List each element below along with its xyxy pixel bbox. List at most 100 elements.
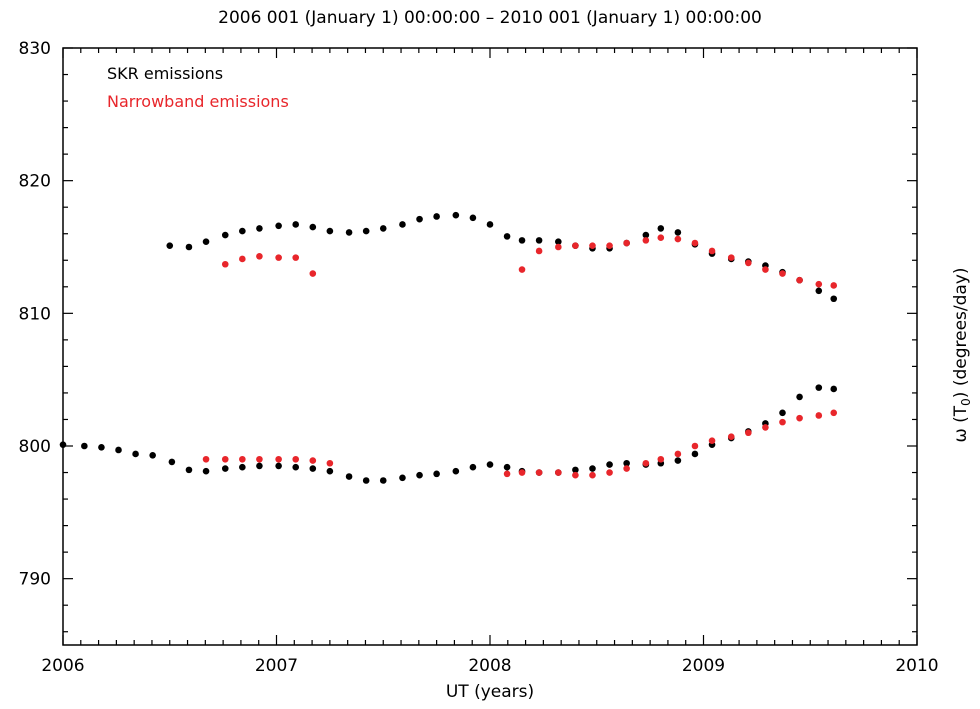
data-point <box>166 242 174 249</box>
data-point <box>623 239 630 247</box>
data-point <box>399 474 406 482</box>
y-axis-label-subscript: 0 <box>959 398 973 406</box>
data-point <box>416 471 423 479</box>
data-point <box>606 461 613 468</box>
data-point <box>674 450 682 458</box>
data-point <box>202 455 210 463</box>
data-point <box>762 266 769 273</box>
data-point <box>486 221 494 228</box>
data-point <box>239 227 246 235</box>
data-point <box>589 471 596 479</box>
data-point <box>239 455 246 463</box>
y-axis-label-prefix: ω (T <box>951 405 971 442</box>
data-point <box>623 465 630 472</box>
x-tick-label: 2010 <box>895 656 938 676</box>
data-point <box>745 259 752 267</box>
data-point <box>555 469 562 476</box>
data-point <box>292 455 300 463</box>
y-axis-label-suffix: ) (degrees/day) <box>951 267 971 398</box>
data-point <box>256 252 263 260</box>
data-point <box>202 467 210 475</box>
data-point <box>572 466 579 474</box>
data-point <box>452 467 460 475</box>
data-point <box>830 282 838 289</box>
data-point <box>379 225 387 232</box>
data-point <box>433 213 440 220</box>
data-point <box>486 461 494 468</box>
x-tick-label: 2009 <box>682 656 725 676</box>
data-point <box>379 477 387 484</box>
y-tick-label: 820 <box>19 172 51 192</box>
data-point <box>503 233 511 240</box>
data-point <box>572 242 579 249</box>
data-point <box>779 418 786 426</box>
data-point <box>185 243 193 251</box>
y-tick-label: 790 <box>19 570 51 590</box>
data-point <box>416 215 423 223</box>
data-point <box>691 450 699 458</box>
y-axis-label: ω (T0) (degrees/day) <box>951 267 973 442</box>
data-point <box>815 384 823 391</box>
series-layer <box>59 211 838 484</box>
data-point <box>239 255 246 263</box>
data-point <box>81 442 88 450</box>
data-point <box>292 254 300 261</box>
plot-area-frame <box>62 47 918 646</box>
data-point <box>256 225 263 232</box>
data-point <box>657 234 665 242</box>
data-point <box>503 470 511 478</box>
data-point <box>830 409 838 417</box>
data-point <box>642 459 650 467</box>
data-point <box>98 444 105 451</box>
chart-title: 2006 001 (January 1) 00:00:00 – 2010 001… <box>218 8 762 28</box>
data-point <box>256 455 263 463</box>
legend-entry-narrowband: Narrowband emissions <box>107 92 289 111</box>
data-point <box>221 455 229 463</box>
data-point <box>657 455 665 463</box>
data-point <box>535 237 543 244</box>
data-point <box>606 469 613 476</box>
data-point <box>345 229 353 236</box>
legend: SKR emissions Narrowband emissions <box>107 64 289 111</box>
data-point <box>503 463 511 471</box>
y-tick-label: 800 <box>19 437 51 457</box>
data-point <box>239 463 246 471</box>
data-point <box>745 429 752 437</box>
data-point <box>779 409 786 417</box>
data-point <box>708 437 716 444</box>
data-point <box>555 238 562 245</box>
data-point <box>642 231 650 239</box>
data-point <box>132 450 139 458</box>
data-point <box>59 441 67 448</box>
data-point <box>399 221 406 228</box>
x-axis-label: UT (years) <box>446 682 534 702</box>
x-tick-label: 2008 <box>468 656 511 676</box>
data-point <box>433 470 440 478</box>
data-point <box>830 295 838 303</box>
data-point <box>642 237 650 244</box>
data-point <box>221 260 229 268</box>
data-point <box>149 451 156 459</box>
legend-entry-skr: SKR emissions <box>107 64 223 83</box>
data-point <box>275 222 282 230</box>
data-point <box>275 455 282 463</box>
x-tick-label: 2006 <box>41 656 84 676</box>
data-point <box>708 247 716 255</box>
data-point <box>309 270 317 277</box>
data-point <box>796 414 803 422</box>
data-point <box>326 459 334 467</box>
data-point <box>221 231 229 239</box>
x-axis: 2006 2007 2008 2009 2010 <box>41 48 939 676</box>
series-narrowband <box>202 234 838 479</box>
data-point <box>674 229 682 236</box>
data-point <box>326 467 334 475</box>
data-point <box>275 462 282 470</box>
data-point <box>727 254 735 261</box>
data-point <box>518 237 526 244</box>
data-point <box>326 227 334 235</box>
data-point <box>674 457 682 464</box>
y-tick-label: 810 <box>19 304 51 324</box>
data-point <box>589 465 596 472</box>
data-point <box>309 465 317 472</box>
